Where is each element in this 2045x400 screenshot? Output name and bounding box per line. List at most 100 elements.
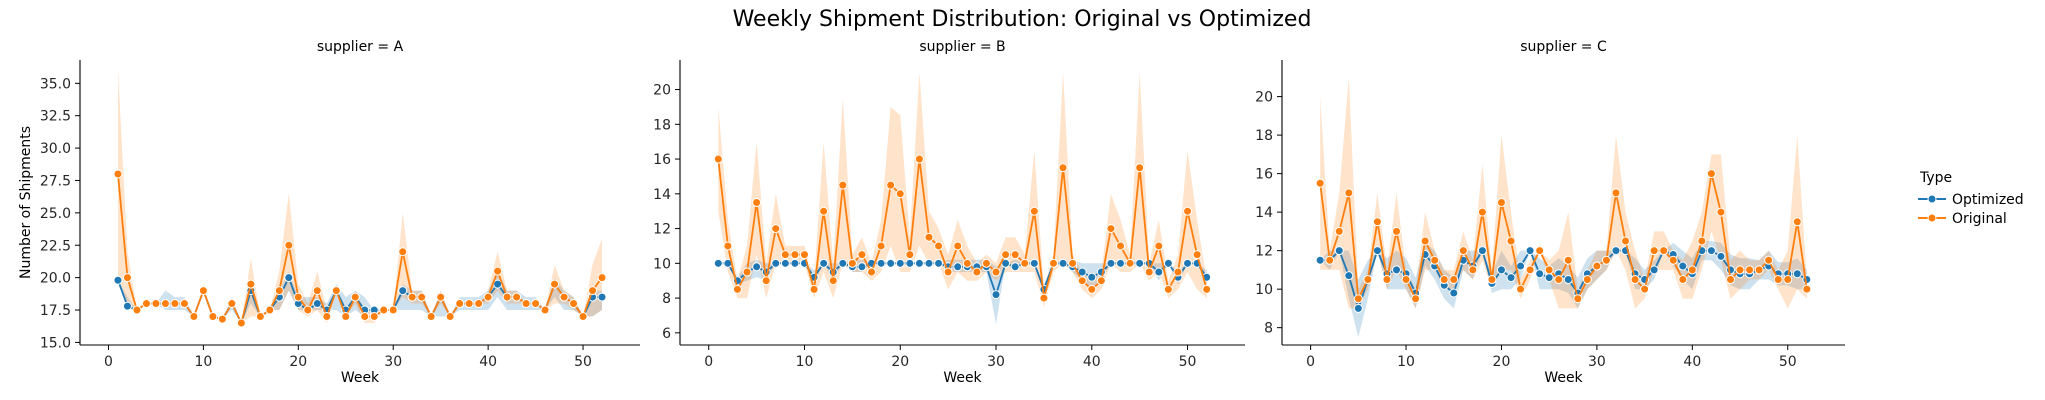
data-point-original [1468, 265, 1478, 275]
x-tick-label: 50 [1179, 354, 1197, 370]
x-tick-label: 40 [1083, 354, 1101, 370]
data-point-original [1554, 275, 1564, 285]
data-point-original [934, 241, 944, 251]
data-point-optimized [1706, 246, 1716, 256]
data-point-original [1630, 275, 1640, 285]
data-point-original [1077, 276, 1087, 286]
data-point-optimized [122, 301, 132, 311]
data-point-original [255, 312, 265, 321]
y-tick-label: 14 [1255, 205, 1273, 221]
data-point-optimized [1506, 273, 1516, 283]
data-point-original [895, 189, 905, 199]
data-point-optimized [1477, 246, 1487, 256]
data-point-optimized [914, 258, 924, 268]
data-point-original [1420, 236, 1430, 246]
y-tick-label: 17.5 [40, 303, 71, 319]
data-point-original [1363, 275, 1373, 285]
y-tick-label: 15.0 [40, 335, 71, 351]
data-point-original [1496, 198, 1506, 207]
data-point-original [1735, 265, 1745, 275]
data-point-original [170, 299, 180, 309]
data-point-original [1029, 206, 1039, 216]
data-point-optimized [1135, 258, 1145, 268]
y-tick-label: 6 [662, 326, 671, 342]
data-point-original [303, 305, 313, 315]
y-axis-label: Number of Shipments [18, 126, 34, 279]
data-point-original [1668, 255, 1678, 265]
data-point-optimized [1315, 255, 1325, 265]
data-point-original [1592, 261, 1602, 271]
data-point-original [1802, 284, 1812, 294]
data-point-original [379, 305, 389, 315]
x-tick-label: 50 [574, 354, 592, 370]
data-point-original [1087, 284, 1097, 294]
y-tick-label: 32.5 [40, 109, 71, 125]
data-point-original [838, 180, 848, 190]
y-tick-label: 8 [662, 291, 671, 307]
x-tick-label: 30 [1588, 354, 1606, 370]
data-point-original [265, 305, 275, 315]
data-point-original [771, 224, 781, 234]
data-point-original [122, 273, 132, 283]
x-axis-label: Week [341, 370, 380, 386]
data-point-original [445, 312, 455, 321]
y-tick-label: 22.5 [40, 238, 71, 254]
y-tick-label: 25.0 [40, 206, 71, 222]
x-tick-label: 20 [289, 354, 307, 370]
data-point-original [742, 267, 752, 277]
data-point-optimized [1029, 258, 1039, 268]
data-point-original [991, 267, 1001, 277]
data-point-original [867, 267, 877, 277]
data-point-optimized [1344, 271, 1354, 281]
data-point-original [1173, 267, 1183, 277]
data-point-original [962, 258, 972, 268]
data-point-original [550, 279, 560, 289]
data-point-original [436, 292, 446, 302]
data-point-optimized [1154, 267, 1164, 277]
data-point-original [1544, 265, 1554, 275]
y-tick-label: 16 [1255, 167, 1273, 183]
data-point-original [1563, 255, 1573, 265]
data-point-original [1687, 265, 1697, 275]
data-point-optimized [1535, 269, 1545, 279]
data-point-optimized [1334, 246, 1344, 256]
data-point-original [597, 273, 607, 283]
legend-marker-original [1927, 213, 1937, 223]
data-point-original [1525, 265, 1535, 275]
data-point-original [398, 247, 408, 257]
data-point-original [1382, 275, 1392, 285]
x-tick-label: 30 [384, 354, 402, 370]
data-point-original [1325, 255, 1335, 265]
data-point-original [1116, 241, 1126, 251]
data-point-original [914, 154, 924, 164]
data-point-original [1154, 241, 1164, 251]
data-point-optimized [1449, 288, 1459, 298]
data-point-original [322, 312, 332, 321]
data-point-original [1096, 276, 1106, 286]
x-tick-label: 30 [987, 354, 1005, 370]
x-tick-label: 0 [704, 354, 713, 370]
ci-band-original [118, 70, 602, 324]
data-point-original [1334, 226, 1344, 236]
data-point-original [732, 284, 742, 294]
data-point-original [274, 286, 284, 296]
x-tick-label: 10 [1397, 354, 1415, 370]
data-point-original [464, 299, 474, 309]
data-point-original [350, 292, 360, 302]
data-point-original [1411, 294, 1421, 304]
data-point-original [588, 286, 598, 296]
data-point-original [217, 314, 227, 324]
data-point-original [559, 292, 569, 302]
y-tick-label: 10 [653, 256, 671, 272]
data-point-optimized [857, 262, 867, 272]
data-point-optimized [597, 292, 607, 302]
data-point-original [809, 284, 819, 294]
data-point-original [713, 154, 723, 164]
figure-title: Weekly Shipment Distribution: Original v… [733, 7, 1312, 32]
data-point-original [981, 258, 991, 268]
data-point-optimized [819, 258, 829, 268]
data-point-original [284, 240, 294, 250]
data-point-original [312, 286, 322, 296]
data-point-original [578, 312, 588, 321]
